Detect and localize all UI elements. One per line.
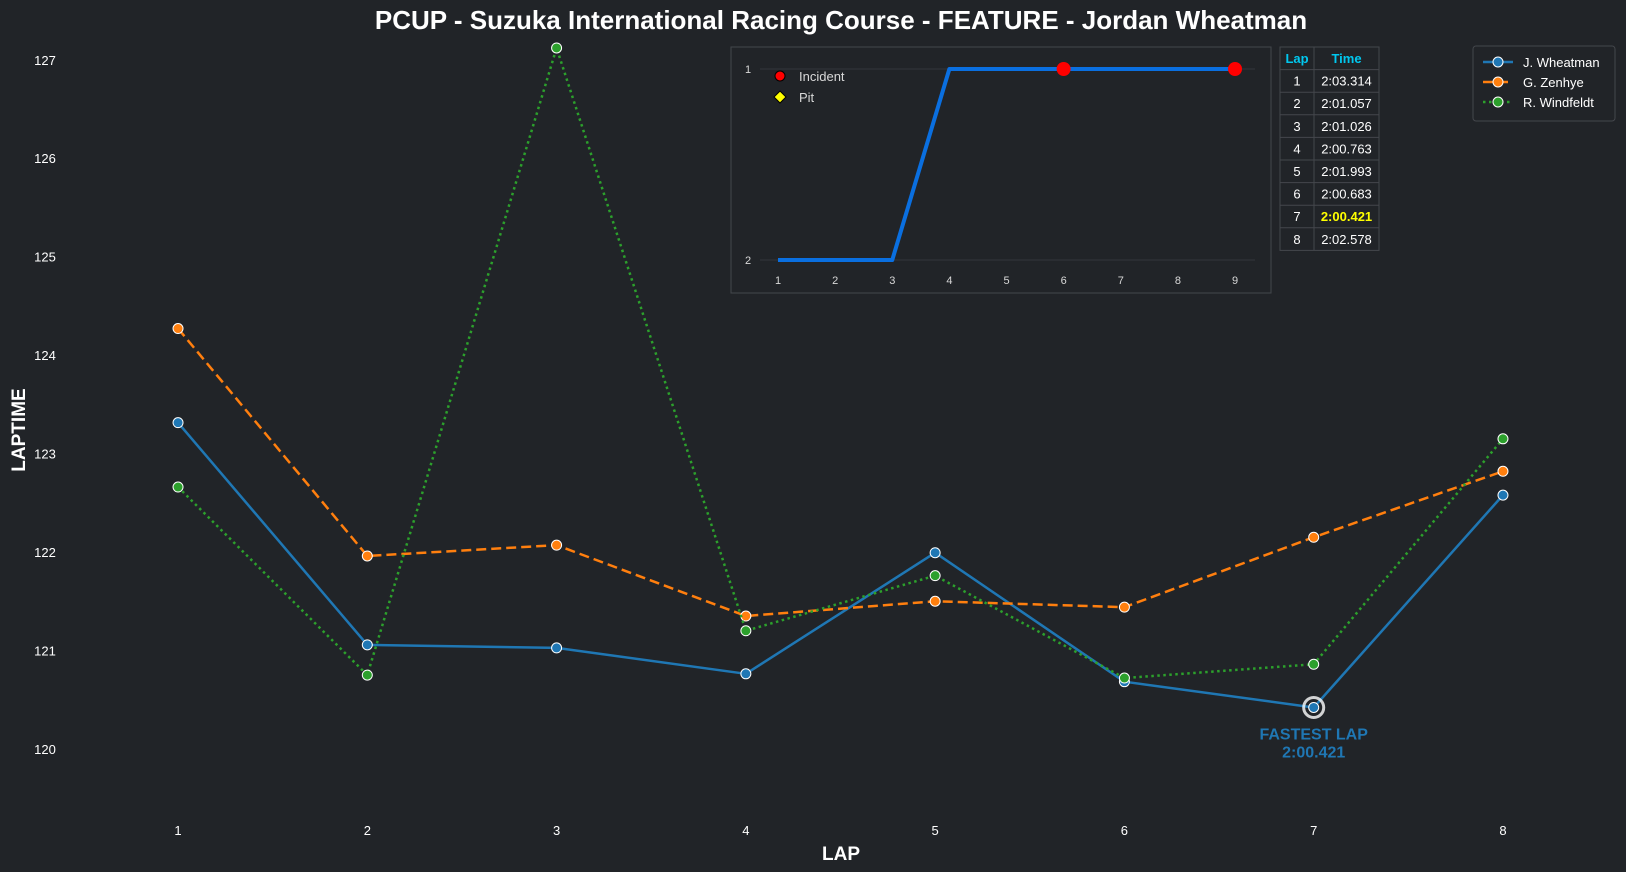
inset-y-tick-1: 1 xyxy=(745,64,751,76)
series-1-point-1 xyxy=(172,417,184,429)
legend-marker-2 xyxy=(1492,76,1504,88)
x-axis-label: LAP xyxy=(822,844,860,865)
series-1-point-2 xyxy=(361,639,373,651)
x-tick-6: 6 xyxy=(1121,823,1128,838)
table-cell-lap-8: 8 xyxy=(1293,232,1300,247)
series-2-point-6 xyxy=(1118,601,1130,613)
y-tick-123: 123 xyxy=(34,447,56,462)
series-3-point-1 xyxy=(172,481,184,493)
y-tick-126: 126 xyxy=(34,151,56,166)
table-cell-lap-4: 4 xyxy=(1293,141,1300,156)
y-tick-127: 127 xyxy=(34,53,56,68)
table-cell-time-3: 2:01.026 xyxy=(1321,119,1372,134)
series-line-3 xyxy=(177,46,1504,680)
inset-x-tick-5: 5 xyxy=(1003,275,1009,287)
y-axis-label: LAPTIME xyxy=(9,388,30,471)
series-1-point-5 xyxy=(929,547,941,559)
position-inset: 1 2 1 2 3 4 5 6 7 8 9 Incident Pit xyxy=(730,46,1272,294)
fastest-lap-ring xyxy=(1302,695,1326,719)
chart-title: PCUP - Suzuka International Racing Cours… xyxy=(375,5,1307,35)
fastest-lap-text-1: FASTEST LAP xyxy=(1259,726,1368,743)
table-cell-time-5: 2:01.993 xyxy=(1321,164,1372,179)
inset-x-tick-3: 3 xyxy=(889,275,895,287)
inset-legend-marker-2 xyxy=(773,90,787,104)
inset-position-line xyxy=(778,67,1235,262)
series-2-point-2 xyxy=(361,550,373,562)
table-cell-lap-7: 7 xyxy=(1293,209,1300,224)
series-2-point-7 xyxy=(1308,531,1320,543)
legend-label-1: J. Wheatman xyxy=(1523,55,1600,70)
series-1-point-8 xyxy=(1497,489,1509,501)
series-3-point-3 xyxy=(551,42,563,54)
table-cell-time-4: 2:00.763 xyxy=(1321,141,1372,156)
table-cell-lap-3: 3 xyxy=(1293,119,1300,134)
table-cell-time-1: 2:03.314 xyxy=(1321,74,1372,89)
y-tick-121: 121 xyxy=(34,643,56,658)
x-tick-7: 7 xyxy=(1310,823,1317,838)
legend-label-3: R. Windfeldt xyxy=(1523,95,1594,110)
inset-x-tick-8: 8 xyxy=(1175,275,1181,287)
x-tick-8: 8 xyxy=(1499,823,1506,838)
x-tick-3: 3 xyxy=(553,823,560,838)
main-series xyxy=(172,42,1509,713)
table-cell-time-7: 2:00.421 xyxy=(1321,209,1372,224)
series-2-point-1 xyxy=(172,323,184,335)
inset-x-tick-2: 2 xyxy=(832,275,838,287)
table-cell-time-6: 2:00.683 xyxy=(1321,187,1372,202)
x-tick-1: 1 xyxy=(174,823,181,838)
table-cell-lap-2: 2 xyxy=(1293,96,1300,111)
inset-x-tick-7: 7 xyxy=(1118,275,1124,287)
series-line-1 xyxy=(177,421,1504,709)
x-tick-2: 2 xyxy=(364,823,371,838)
lap-times-table: Lap Time 1 2:03.314 2 2:01.057 3 2:01.026 4 2:00.… xyxy=(1279,46,1380,251)
series-3-point-4 xyxy=(740,625,752,637)
series-2-point-3 xyxy=(551,539,563,551)
table-cell-lap-1: 1 xyxy=(1293,74,1300,89)
series-1-point-3 xyxy=(551,642,563,654)
inset-legend-label-1: Incident xyxy=(799,69,845,84)
inset-frame xyxy=(730,46,1272,294)
table-cell-lap-6: 6 xyxy=(1293,187,1300,202)
table-frame xyxy=(1279,46,1380,251)
series-1-point-7 xyxy=(1308,701,1320,713)
inset-x-tick-4: 4 xyxy=(946,275,952,287)
inset-x-tick-9: 9 xyxy=(1232,275,1238,287)
table-header-lap: Lap xyxy=(1285,51,1308,66)
series-3-point-8 xyxy=(1497,433,1509,445)
series-3-point-7 xyxy=(1308,658,1320,670)
y-tick-122: 122 xyxy=(34,545,56,560)
series-line-2 xyxy=(177,327,1504,618)
inset-legend-marker-1 xyxy=(774,70,786,82)
inset-y-tick-2: 2 xyxy=(745,255,751,267)
series-3-point-2 xyxy=(361,669,373,681)
inset-incident-marker-2 xyxy=(1228,62,1242,76)
inset-incident-marker-1 xyxy=(1056,62,1071,76)
y-tick-124: 124 xyxy=(34,348,56,363)
series-2-point-5 xyxy=(929,595,941,607)
y-tick-120: 120 xyxy=(34,742,56,757)
series-3-point-6 xyxy=(1118,672,1130,684)
legend-marker-1 xyxy=(1492,56,1504,68)
inset-legend-label-2: Pit xyxy=(799,90,815,105)
table-cell-time-2: 2:01.057 xyxy=(1321,96,1372,111)
table-header-time: Time xyxy=(1331,51,1361,66)
table-cell-time-8: 2:02.578 xyxy=(1321,232,1372,247)
main-legend: J. Wheatman G. Zenhye R. Windfeldt xyxy=(1472,45,1616,122)
fastest-lap-text-2: 2:00.421 xyxy=(1282,744,1345,761)
table-cell-lap-5: 5 xyxy=(1293,164,1300,179)
y-tick-125: 125 xyxy=(34,250,56,265)
x-tick-5: 5 xyxy=(932,823,939,838)
series-1-point-4 xyxy=(740,668,752,680)
inset-x-tick-6: 6 xyxy=(1061,275,1067,287)
legend-label-2: G. Zenhye xyxy=(1523,75,1584,90)
series-3-point-5 xyxy=(929,570,941,582)
x-tick-4: 4 xyxy=(742,823,749,838)
series-2-point-8 xyxy=(1497,465,1509,477)
inset-x-tick-1: 1 xyxy=(775,275,781,287)
legend-marker-3 xyxy=(1492,96,1504,108)
